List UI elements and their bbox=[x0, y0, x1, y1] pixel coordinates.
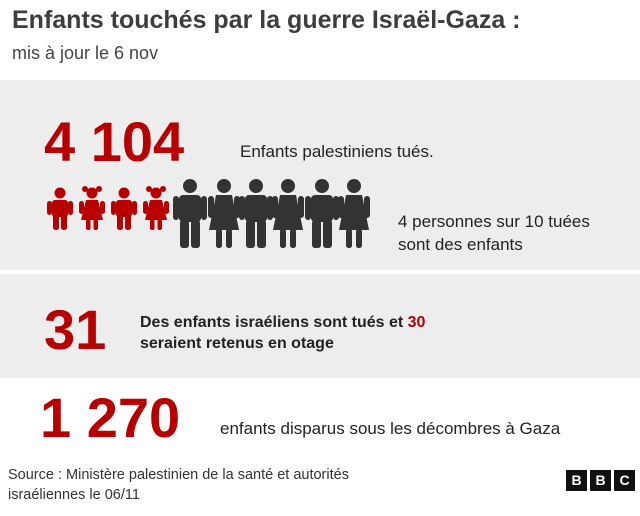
adult-figure-icon bbox=[208, 179, 240, 248]
bbc-logo-letter: C bbox=[614, 470, 635, 491]
israeli-children-text: Des enfants israéliens sont tués et 30 s… bbox=[140, 312, 425, 354]
child-figure-icon bbox=[79, 186, 105, 230]
bbc-logo-letter: B bbox=[590, 470, 611, 491]
children-ratio-line-2: sont des enfants bbox=[398, 235, 523, 254]
source-line-1: Source : Ministère palestinien de la san… bbox=[8, 467, 349, 483]
adult-figure-icon bbox=[305, 179, 339, 248]
missing-children-panel: 1 270 enfants disparus sous les décombre… bbox=[0, 378, 640, 456]
israeli-children-panel: 31 Des enfants israéliens sont tués et 3… bbox=[0, 274, 640, 378]
israeli-children-count: 31 bbox=[44, 298, 107, 361]
israeli-children-line-2: seraient retenus en otage bbox=[140, 335, 334, 352]
israeli-children-line-1: Des enfants israéliens sont tués et 30 bbox=[140, 312, 425, 333]
child-figure-icon bbox=[143, 186, 169, 230]
child-figure-icon bbox=[47, 187, 73, 230]
page-subtitle: mis à jour le 6 nov bbox=[12, 43, 159, 63]
source-note: Source : Ministère palestinien de la san… bbox=[8, 465, 349, 505]
missing-children-label: enfants disparus sous les décombres à Ga… bbox=[220, 419, 561, 438]
bbc-logo-letter: B bbox=[566, 470, 587, 491]
child-figure-icon bbox=[111, 187, 137, 230]
hostage-count: 30 bbox=[407, 314, 426, 331]
adult-figure-icon bbox=[272, 179, 304, 248]
adult-figure-icon bbox=[173, 179, 207, 248]
adult-figure-icon bbox=[338, 179, 370, 248]
palestinian-children-panel: 4 104 Enfants palestiniens tués. bbox=[0, 80, 640, 270]
israeli-children-killed-text: Des enfants israéliens sont tués et bbox=[140, 314, 408, 331]
source-line-2: israéliennes le 06/11 bbox=[8, 487, 140, 503]
bbc-logo: B B C bbox=[566, 470, 635, 491]
palestinian-children-count: 4 104 bbox=[44, 110, 185, 173]
palestinian-children-label: Enfants palestiniens tués. bbox=[240, 142, 434, 161]
adult-figure-icon bbox=[239, 179, 273, 248]
children-ratio-text: 4 personnes sur 10 tuées sont des enfant… bbox=[398, 210, 590, 256]
children-ratio-line-1: 4 personnes sur 10 tuées bbox=[398, 212, 590, 231]
page-title: Enfants touchés par la guerre Israël-Gaz… bbox=[12, 6, 521, 34]
people-pictogram bbox=[47, 179, 370, 248]
missing-children-count: 1 270 bbox=[40, 386, 181, 449]
